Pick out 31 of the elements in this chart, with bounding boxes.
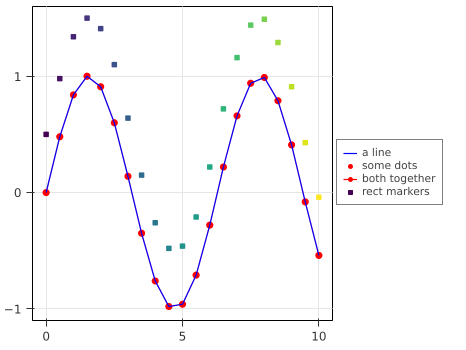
- point: [288, 84, 294, 90]
- point: [138, 172, 144, 178]
- x-tick-label: 10: [311, 330, 327, 344]
- point: [57, 76, 63, 82]
- legend-label: both together: [362, 172, 436, 185]
- legend-label: a line: [362, 146, 392, 159]
- point: [234, 54, 240, 60]
- point: [302, 140, 308, 146]
- point: [43, 132, 49, 138]
- point: [180, 243, 186, 249]
- y-tick-label: 1: [14, 70, 22, 84]
- x-tick-label: 5: [178, 330, 186, 344]
- point: [207, 164, 213, 170]
- point: [166, 246, 172, 252]
- point: [220, 106, 226, 112]
- legend-label: rect markers: [362, 185, 430, 198]
- point: [84, 15, 90, 21]
- point: [112, 62, 118, 68]
- point: [262, 16, 268, 22]
- point: [248, 22, 254, 28]
- point: [125, 115, 131, 121]
- point: [316, 194, 322, 200]
- point: [98, 26, 104, 32]
- point: [193, 214, 199, 220]
- point: [70, 34, 76, 40]
- legend-label: some dots: [362, 159, 418, 172]
- point: [275, 40, 281, 46]
- x-tick-label: 0: [42, 330, 50, 344]
- y-tick-label: −1: [4, 302, 22, 316]
- point: [152, 220, 158, 226]
- y-tick-label: 0: [14, 186, 22, 200]
